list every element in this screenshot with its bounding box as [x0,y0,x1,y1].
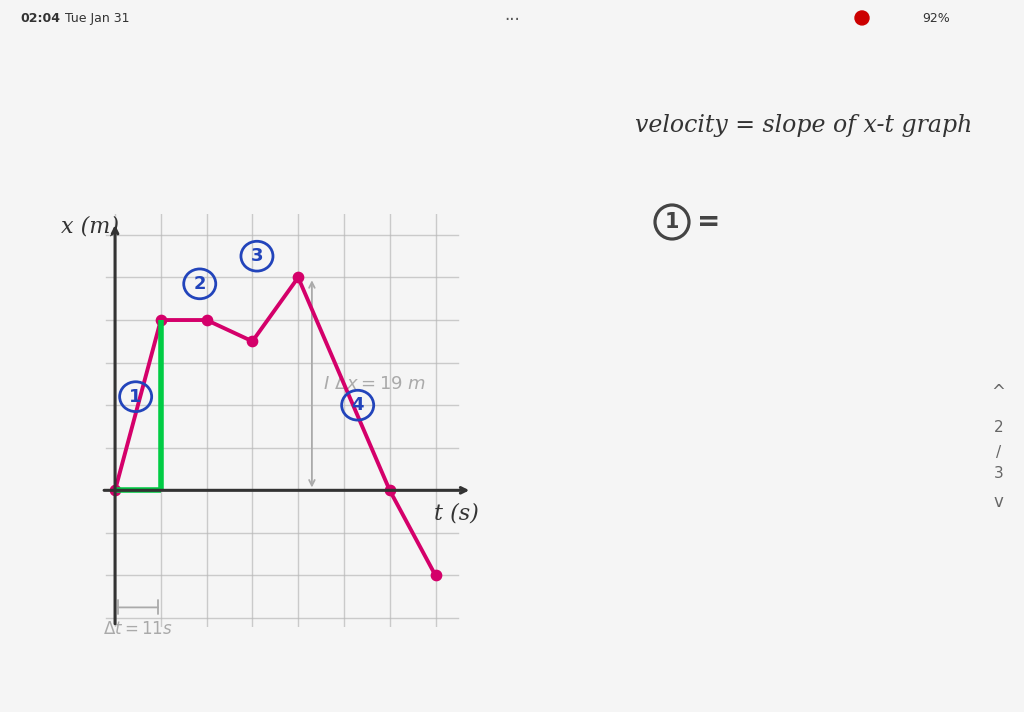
Text: $\mathit{I}\ \Delta x = 19\ m$: $\mathit{I}\ \Delta x = 19\ m$ [324,375,427,393]
Text: 4: 4 [351,396,364,414]
Text: =: = [697,208,720,236]
Text: t (s): t (s) [434,503,479,525]
Text: $\Delta t = 11s$: $\Delta t = 11s$ [103,620,173,638]
Point [382,485,398,496]
Text: Tue Jan 31: Tue Jan 31 [65,12,129,25]
Text: 1: 1 [129,387,142,406]
Text: 3: 3 [993,466,1004,481]
Text: v: v [993,493,1004,511]
Point [106,485,123,496]
Text: 92%: 92% [923,12,950,25]
Point [244,335,260,347]
Point [153,314,169,325]
Text: 1: 1 [665,212,679,232]
Point [290,272,306,283]
Text: 02:04: 02:04 [20,12,60,25]
Text: x (m): x (m) [60,215,119,237]
Point [427,570,443,581]
Point [199,314,215,325]
Text: /: / [995,444,1001,460]
Text: 2: 2 [194,275,206,293]
Text: velocity = slope of x-t graph: velocity = slope of x-t graph [635,114,972,137]
Text: ...: ... [504,6,520,24]
Text: ^: ^ [991,382,1006,401]
Text: 2: 2 [993,419,1004,435]
Circle shape [855,11,869,25]
Text: 3: 3 [251,247,263,265]
